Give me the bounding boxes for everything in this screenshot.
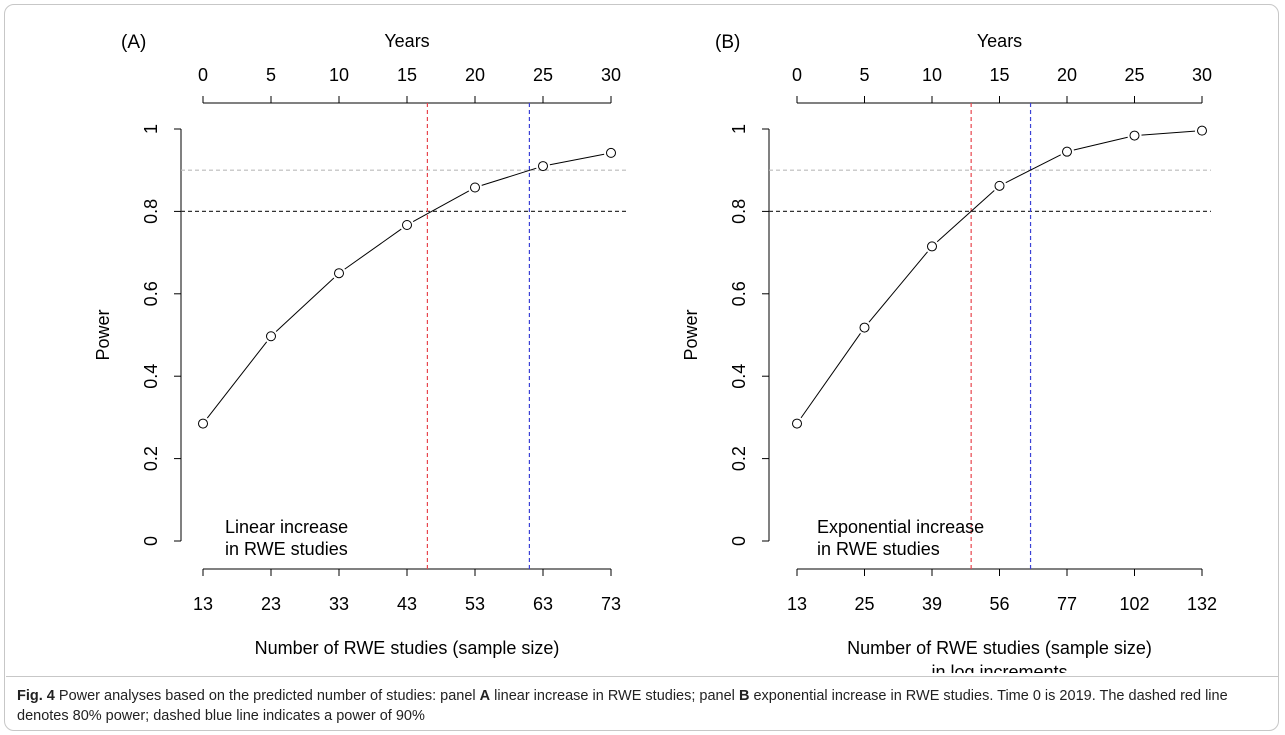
x-axis-tick-label: 63	[533, 594, 553, 614]
top-axis-tick-label: 20	[465, 65, 485, 85]
data-point	[266, 331, 276, 342]
x-axis-tick-label: 13	[787, 594, 807, 614]
x-axis-tick-label: 23	[261, 594, 281, 614]
data-point	[538, 161, 548, 172]
top-axis-tick-label: 20	[1057, 65, 1077, 85]
caption-panel-ref: B	[738, 688, 750, 704]
top-axis-tick-label: 0	[198, 65, 208, 85]
top-axis-tick-label: 5	[859, 65, 869, 85]
y-axis-tick-label: 0.4	[729, 364, 749, 389]
y-axis-tick-label: 0	[141, 536, 161, 546]
data-point	[927, 241, 937, 252]
top-axis-tick-label: 10	[922, 65, 942, 85]
data-point	[1197, 125, 1207, 136]
data-point	[1129, 130, 1140, 141]
data-point	[994, 180, 1005, 191]
y-axis-tick-label: 0.8	[141, 199, 161, 224]
series-segment	[1141, 130, 1196, 136]
caption-text: Power analyses based on the predicted nu…	[54, 688, 480, 704]
y-axis-tick-label: 1	[141, 124, 161, 134]
x-axis-tick-label: 13	[193, 594, 213, 614]
top-axis-tick-label: 25	[533, 65, 553, 85]
caption-text: exponential increase in RWE studies. Tim…	[17, 688, 1228, 724]
top-axis-tick-label: 15	[989, 65, 1009, 85]
series-segment	[868, 251, 928, 323]
x-axis-tick-label: 56	[989, 594, 1009, 614]
panel-label: (A)	[121, 32, 146, 53]
panel-label: (B)	[715, 32, 740, 53]
annotation-text: Linear increase	[225, 517, 348, 537]
top-axis-tick-label: 0	[792, 65, 802, 85]
data-point	[470, 182, 480, 193]
series-segment	[206, 341, 268, 419]
data-point	[606, 147, 616, 158]
y-axis-tick-label: 1	[729, 124, 749, 134]
data-point	[198, 418, 208, 429]
series-segment	[1073, 136, 1128, 151]
x-axis-tick-label: 53	[465, 594, 485, 614]
x-axis-label: Number of RWE studies (sample size)	[847, 638, 1152, 658]
data-point	[859, 322, 870, 333]
top-axis-tick-label: 15	[397, 65, 417, 85]
series-segment	[412, 190, 470, 223]
caption-text: linear increase in RWE studies; panel	[490, 688, 739, 704]
y-axis-tick-label: 0.6	[141, 281, 161, 306]
series-segment	[275, 277, 335, 332]
top-axis-tick-label: 30	[601, 65, 621, 85]
top-axis-tick-label: 10	[329, 65, 349, 85]
annotation-text: Exponential increase	[817, 517, 984, 537]
series-segment	[481, 167, 537, 186]
top-axis-tick-label: 25	[1124, 65, 1144, 85]
x-axis-tick-label: 73	[601, 594, 621, 614]
x-axis-tick-label: 39	[922, 594, 942, 614]
y-axis-tick-label: 0.2	[141, 446, 161, 471]
caption-divider	[6, 676, 1278, 677]
top-axis-label: Years	[384, 31, 429, 51]
x-axis-tick-label: 102	[1119, 594, 1149, 614]
data-point	[1062, 146, 1072, 157]
data-point	[402, 219, 412, 230]
y-axis-tick-label: 0.6	[729, 281, 749, 306]
y-axis-label: Power	[681, 309, 701, 360]
y-axis-tick-label: 0.2	[729, 446, 749, 471]
x-axis-tick-label: 132	[1187, 594, 1217, 614]
x-axis-tick-label: 25	[854, 594, 874, 614]
series-segment	[1005, 154, 1061, 184]
caption-figure-label: Fig. 4	[17, 688, 55, 704]
caption-panel-ref: A	[479, 688, 491, 704]
data-point	[334, 268, 344, 279]
figure-frame: (A) Years 0 5 10 15 20 25 30 0 0.2 0.4 0.6 0.8 1 Power 1…	[4, 4, 1279, 731]
annotation-text: in RWE studies	[817, 539, 940, 559]
series-segment	[800, 333, 861, 419]
top-axis-tick-label: 30	[1192, 65, 1212, 85]
y-axis-tick-label: 0.8	[729, 199, 749, 224]
x-axis-label: in log increments	[931, 662, 1067, 673]
x-axis-label: Number of RWE studies (sample size)	[255, 638, 560, 658]
top-axis-tick-label: 5	[266, 65, 276, 85]
top-axis-label: Years	[977, 31, 1022, 51]
x-axis-tick-label: 43	[397, 594, 417, 614]
series-segment	[936, 190, 995, 243]
y-axis-tick-label: 0.4	[141, 364, 161, 389]
x-axis-tick-label: 33	[329, 594, 349, 614]
series-segment	[549, 153, 605, 166]
figure-caption: Fig. 4 Power analyses based on the predi…	[17, 686, 1267, 726]
x-axis-tick-label: 77	[1057, 594, 1077, 614]
y-axis-label: Power	[93, 309, 113, 360]
data-point	[792, 418, 802, 429]
annotation-text: in RWE studies	[225, 539, 348, 559]
y-axis-tick-label: 0	[729, 536, 749, 546]
series-segment	[344, 228, 402, 270]
